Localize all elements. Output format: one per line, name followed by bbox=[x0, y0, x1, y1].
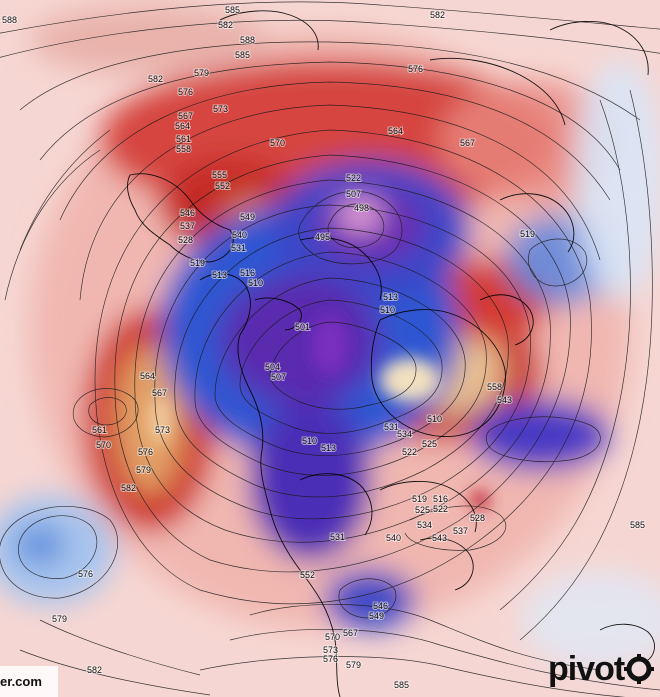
contour-label: 582 bbox=[148, 74, 163, 84]
coastlines bbox=[127, 10, 655, 697]
contour-label: 531 bbox=[330, 532, 345, 542]
contour-label: 567 bbox=[152, 388, 167, 398]
contour-label: 510 bbox=[248, 278, 263, 288]
contour-label: 588 bbox=[2, 15, 17, 25]
contour-label: 567 bbox=[460, 138, 475, 148]
contour-label: 582 bbox=[87, 665, 102, 675]
contour-label: 576 bbox=[408, 64, 423, 74]
contour-label: 570 bbox=[96, 440, 111, 450]
contour-label: 573 bbox=[155, 425, 170, 435]
contour-label: 585 bbox=[235, 50, 250, 60]
contour-label: 564 bbox=[388, 126, 403, 136]
contour-label: 564 bbox=[140, 371, 155, 381]
contour-label: 507 bbox=[271, 372, 286, 382]
contour-label: 570 bbox=[325, 632, 340, 642]
contour-label: 519 bbox=[190, 258, 205, 268]
contour-label: 576 bbox=[78, 569, 93, 579]
contour-label: 567 bbox=[343, 628, 358, 638]
contour-label: 519 bbox=[520, 229, 535, 239]
contour-label: 525 bbox=[422, 439, 437, 449]
contour-label: 585 bbox=[630, 520, 645, 530]
contour-label: 528 bbox=[178, 235, 193, 245]
contour-label: 579 bbox=[194, 68, 209, 78]
contour-label: 576 bbox=[178, 87, 193, 97]
contour-label: 498 bbox=[354, 203, 369, 213]
contour-label: 534 bbox=[417, 520, 432, 530]
contour-label: 546 bbox=[373, 601, 388, 611]
contour-label: 585 bbox=[394, 680, 409, 690]
credit-backdrop bbox=[0, 666, 58, 697]
contour-label: 558 bbox=[176, 144, 191, 154]
contour-label: 513 bbox=[383, 292, 398, 302]
contour-label: 531 bbox=[384, 422, 399, 432]
contour-labels: 588 585 582 588 585 582 576 579 582 576 … bbox=[1, 4, 646, 691]
contour-label: 588 bbox=[240, 35, 255, 45]
source-credit: er.com bbox=[0, 674, 42, 689]
contour-label: 549 bbox=[240, 212, 255, 222]
contour-label: 501 bbox=[295, 322, 310, 332]
contour-label: 507 bbox=[346, 189, 361, 199]
contour-label: 540 bbox=[386, 533, 401, 543]
contour-label: 564 bbox=[175, 121, 190, 131]
contour-label: 579 bbox=[52, 614, 67, 624]
contour-label: 582 bbox=[430, 10, 445, 20]
contour-label: 579 bbox=[136, 465, 151, 475]
contour-label: 570 bbox=[270, 138, 285, 148]
contour-label: 573 bbox=[323, 645, 338, 655]
contour-label: 510 bbox=[427, 414, 442, 424]
contour-label: 561 bbox=[92, 425, 107, 435]
contour-label: 552 bbox=[300, 570, 315, 580]
contour-label: 516 bbox=[433, 494, 448, 504]
contour-label: 516 bbox=[240, 268, 255, 278]
contour-label: 525 bbox=[415, 505, 430, 515]
contour-label: 543 bbox=[432, 533, 447, 543]
contour-label: 567 bbox=[178, 111, 193, 121]
contour-label: 558 bbox=[487, 382, 502, 392]
contour-label: 537 bbox=[180, 221, 195, 231]
contour-label: 513 bbox=[212, 270, 227, 280]
brand-wordmark: pivot bbox=[548, 650, 625, 688]
contour-label: 546 bbox=[180, 208, 195, 218]
contour-label: 504 bbox=[265, 362, 280, 372]
contour-label: 537 bbox=[453, 526, 468, 536]
contour-label: 582 bbox=[218, 20, 233, 30]
contour-label: 522 bbox=[402, 447, 417, 457]
contour-label: 552 bbox=[215, 181, 230, 191]
contour-label: 582 bbox=[121, 483, 136, 493]
pivot-gear-icon bbox=[624, 650, 655, 689]
contour-label: 528 bbox=[470, 513, 485, 523]
contour-label: 531 bbox=[231, 243, 246, 253]
contour-label: 522 bbox=[433, 504, 448, 514]
contour-label: 534 bbox=[397, 429, 412, 439]
anomaly-details bbox=[148, 315, 490, 510]
contour-label: 519 bbox=[412, 494, 427, 504]
contour-label: 561 bbox=[176, 134, 191, 144]
contour-label: 513 bbox=[321, 443, 336, 453]
contour-label: 576 bbox=[323, 654, 338, 664]
contour-label: 579 bbox=[346, 660, 361, 670]
contour-label: 510 bbox=[380, 305, 395, 315]
contour-label: 540 bbox=[232, 230, 247, 240]
contour-label: 549 bbox=[369, 611, 384, 621]
brand-logo: pivot bbox=[548, 650, 655, 689]
contour-label: 555 bbox=[212, 170, 227, 180]
contour-label: 585 bbox=[225, 5, 240, 15]
contour-label: 495 bbox=[315, 232, 330, 242]
contour-label: 576 bbox=[138, 447, 153, 457]
contour-label: 510 bbox=[302, 436, 317, 446]
contour-label: 543 bbox=[497, 395, 512, 405]
contour-label: 522 bbox=[346, 173, 361, 183]
contour-label: 573 bbox=[213, 104, 228, 114]
